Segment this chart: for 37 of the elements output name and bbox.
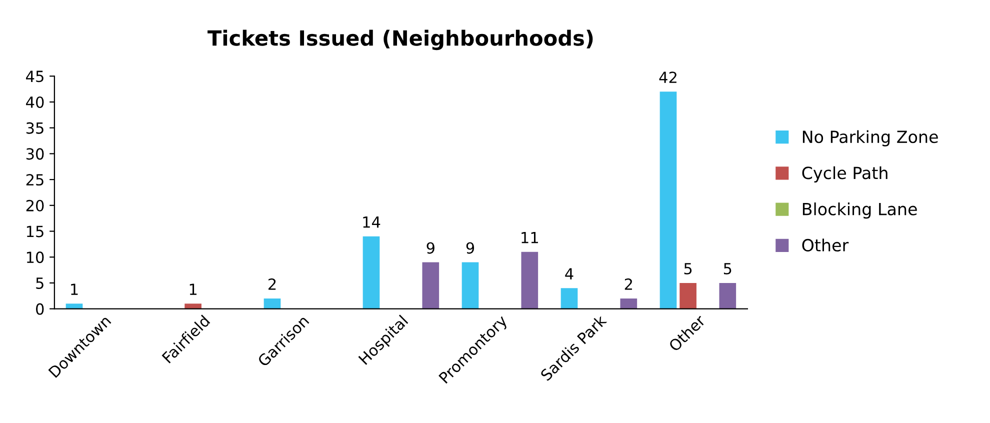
y-tick-label: 25 xyxy=(26,174,44,186)
data-label: 14 xyxy=(363,216,380,228)
data-label: 2 xyxy=(624,278,632,290)
data-label: 4 xyxy=(565,268,574,280)
data-label: 9 xyxy=(466,242,474,254)
legend-label: Blocking Lane xyxy=(802,202,917,219)
bar xyxy=(521,252,538,309)
data-label: 1 xyxy=(190,284,196,295)
data-label: 2 xyxy=(268,278,276,290)
data-label: 42 xyxy=(659,72,676,83)
data-label: 5 xyxy=(724,263,732,274)
y-tick-label: 20 xyxy=(26,200,44,212)
bar xyxy=(560,288,578,309)
legend-label: No Parking Zone xyxy=(802,130,938,146)
bar xyxy=(264,298,281,309)
y-tick-label: 15 xyxy=(26,226,44,238)
bar xyxy=(680,282,696,309)
legend-label: Cycle Path xyxy=(802,166,888,182)
y-tick-label: 5 xyxy=(36,278,44,289)
y-tick-label: 45 xyxy=(26,70,44,82)
bar xyxy=(462,262,479,309)
y-tick-label: 40 xyxy=(26,96,44,108)
legend-label: Other xyxy=(802,238,849,252)
chart-title: Tickets Issued (Neighbourhoods) xyxy=(208,30,593,50)
data-label: 11 xyxy=(522,232,538,244)
bar xyxy=(422,262,440,309)
bar xyxy=(362,236,380,309)
y-tick-label: 35 xyxy=(26,122,44,134)
y-tick-label: 30 xyxy=(26,148,44,160)
bar xyxy=(620,298,638,309)
y-tick-label: 0 xyxy=(36,303,44,315)
data-label: 1 xyxy=(71,284,78,295)
bar xyxy=(660,92,677,309)
bar xyxy=(719,282,736,309)
data-label: 9 xyxy=(426,242,434,254)
y-tick-label: 10 xyxy=(26,252,44,264)
data-label: 5 xyxy=(684,263,692,274)
